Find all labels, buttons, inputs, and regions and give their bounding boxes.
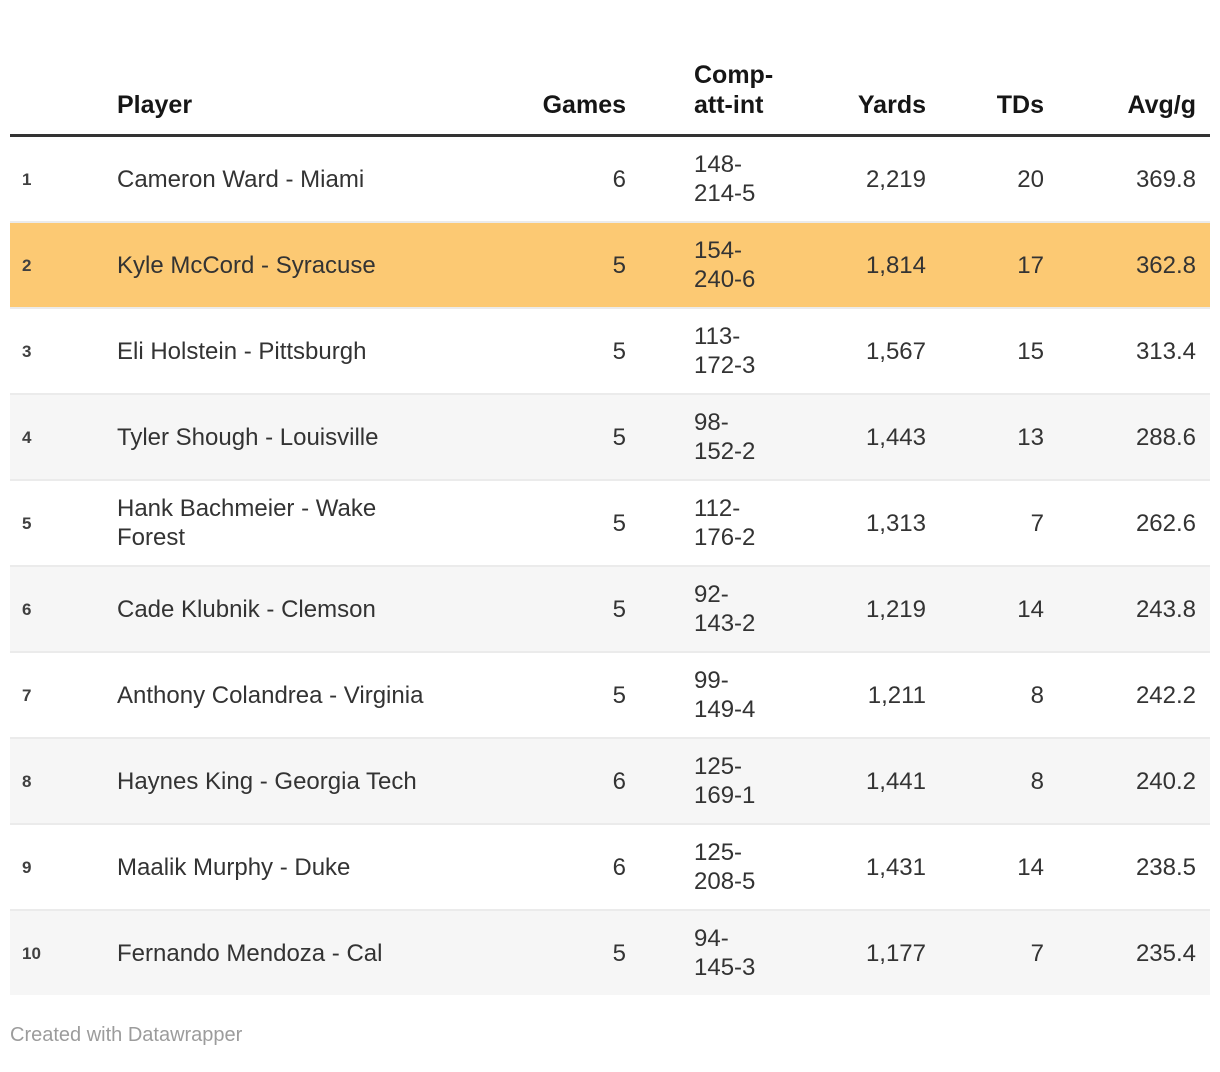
stats-table: Player Games Comp-att-int Yards TDs Avg/… [10,36,1210,995]
games-cell: 5 [517,565,640,652]
player-cell: Haynes King - Georgia Tech [117,737,517,824]
table-row: 8 Haynes King - Georgia Tech 6 125-169-1… [10,737,1210,824]
rank-cell: 9 [10,823,117,910]
player-cell: Kyle McCord - Syracuse [117,221,517,308]
column-header-rank [10,36,117,137]
table-row: 6 Cade Klubnik - Clemson 5 92-143-2 1,21… [10,565,1210,652]
column-header-yards[interactable]: Yards [790,36,940,137]
games-cell: 5 [517,307,640,394]
tds-cell: 8 [940,737,1058,824]
tds-cell: 20 [1017,165,1044,193]
yards-cell: 1,567 [790,307,940,394]
yards-cell: 1,211 [790,651,940,738]
rank-cell: 2 [10,221,117,308]
table-row: 3 Eli Holstein - Pittsburgh 5 113-172-3 … [10,307,1210,394]
table-body: 1 Cameron Ward - Miami 6 148-214-5 2,219… [10,136,1210,995]
rank-cell: 5 [10,479,117,566]
tds-cell: 13 [940,393,1058,480]
games-cell: 6 [517,737,640,824]
tds-cell: 7 [940,909,1058,995]
yards-cell: 2,219 [865,165,926,193]
table-row: 1 Cameron Ward - Miami 6 148-214-5 2,219… [10,136,1210,223]
player-cell: Hank Bachmeier - Wake Forest [117,479,517,566]
avg-g-cell: 369.8 [1135,165,1196,193]
avg-g-cell: 240.2 [1058,737,1210,824]
yards-cell: 1,814 [790,221,940,308]
tds-cell: 17 [940,221,1058,308]
yards-cell: 1,441 [790,737,940,824]
avg-g-cell: 362.8 [1058,221,1210,308]
column-header-avg-g[interactable]: Avg/g [1058,36,1210,137]
avg-g-cell: 238.5 [1058,823,1210,910]
player-cell: Tyler Shough - Louisville [117,393,517,480]
comp-att-int-cell: 125-208-5 [640,823,790,910]
avg-g-cell: 235.4 [1058,909,1210,995]
yards-cell: 1,219 [790,565,940,652]
rank-cell: 6 [10,565,117,652]
avg-g-cell: 262.6 [1058,479,1210,566]
avg-g-cell: 242.2 [1058,651,1210,738]
tds-cell: 7 [940,479,1058,566]
games-cell: 5 [517,651,640,738]
comp-att-int-cell: 94-145-3 [640,909,790,995]
rank-cell: 7 [10,651,117,738]
rank-cell: 1 [22,169,32,189]
table-header-row: Player Games Comp-att-int Yards TDs Avg/… [10,36,1210,137]
comp-att-int-cell: 154-240-6 [640,221,790,308]
column-header-games[interactable]: Games [517,36,640,137]
comp-att-int-cell: 148-214-5 [694,151,756,207]
games-cell: 6 [612,165,626,193]
tds-cell: 14 [940,823,1058,910]
rank-cell: 3 [10,307,117,394]
column-header-comp-att-int[interactable]: Comp-att-int [640,36,790,137]
tds-cell: 14 [940,565,1058,652]
tds-cell: 15 [940,307,1058,394]
player-cell: Maalik Murphy - Duke [117,823,517,910]
comp-att-int-cell: 98-152-2 [640,393,790,480]
avg-g-cell: 243.8 [1058,565,1210,652]
player-cell: Fernando Mendoza - Cal [117,909,517,995]
games-cell: 5 [517,909,640,995]
comp-att-int-cell: 92-143-2 [640,565,790,652]
table-row: 9 Maalik Murphy - Duke 6 125-208-5 1,431… [10,823,1210,910]
rank-cell: 8 [10,737,117,824]
table-row: 5 Hank Bachmeier - Wake Forest 5 112-176… [10,479,1210,566]
rank-cell: 4 [10,393,117,480]
table-row: 2 Kyle McCord - Syracuse 5 154-240-6 1,8… [10,221,1210,308]
column-header-tds[interactable]: TDs [940,36,1058,137]
player-cell: Anthony Colandrea - Virginia [117,651,517,738]
yards-cell: 1,443 [790,393,940,480]
tds-cell: 8 [940,651,1058,738]
table-row: 7 Anthony Colandrea - Virginia 5 99-149-… [10,651,1210,738]
avg-g-cell: 288.6 [1058,393,1210,480]
table-row: 4 Tyler Shough - Louisville 5 98-152-2 1… [10,393,1210,480]
rank-cell: 10 [10,909,117,995]
comp-att-int-cell: 112-176-2 [640,479,790,566]
games-cell: 6 [517,823,640,910]
avg-g-cell: 313.4 [1058,307,1210,394]
games-cell: 5 [517,221,640,308]
yards-cell: 1,177 [790,909,940,995]
games-cell: 5 [517,393,640,480]
yards-cell: 1,431 [790,823,940,910]
player-cell: Eli Holstein - Pittsburgh [117,307,517,394]
datawrapper-credit[interactable]: Created with Datawrapper [10,1024,243,1046]
column-header-player[interactable]: Player [117,36,517,137]
player-cell: Cameron Ward - Miami [117,165,365,193]
yards-cell: 1,313 [790,479,940,566]
games-cell: 5 [517,479,640,566]
table-row: 10 Fernando Mendoza - Cal 5 94-145-3 1,1… [10,909,1210,995]
comp-att-int-cell: 99-149-4 [640,651,790,738]
comp-att-int-cell: 113-172-3 [640,307,790,394]
player-cell: Cade Klubnik - Clemson [117,565,517,652]
comp-att-int-cell: 125-169-1 [640,737,790,824]
